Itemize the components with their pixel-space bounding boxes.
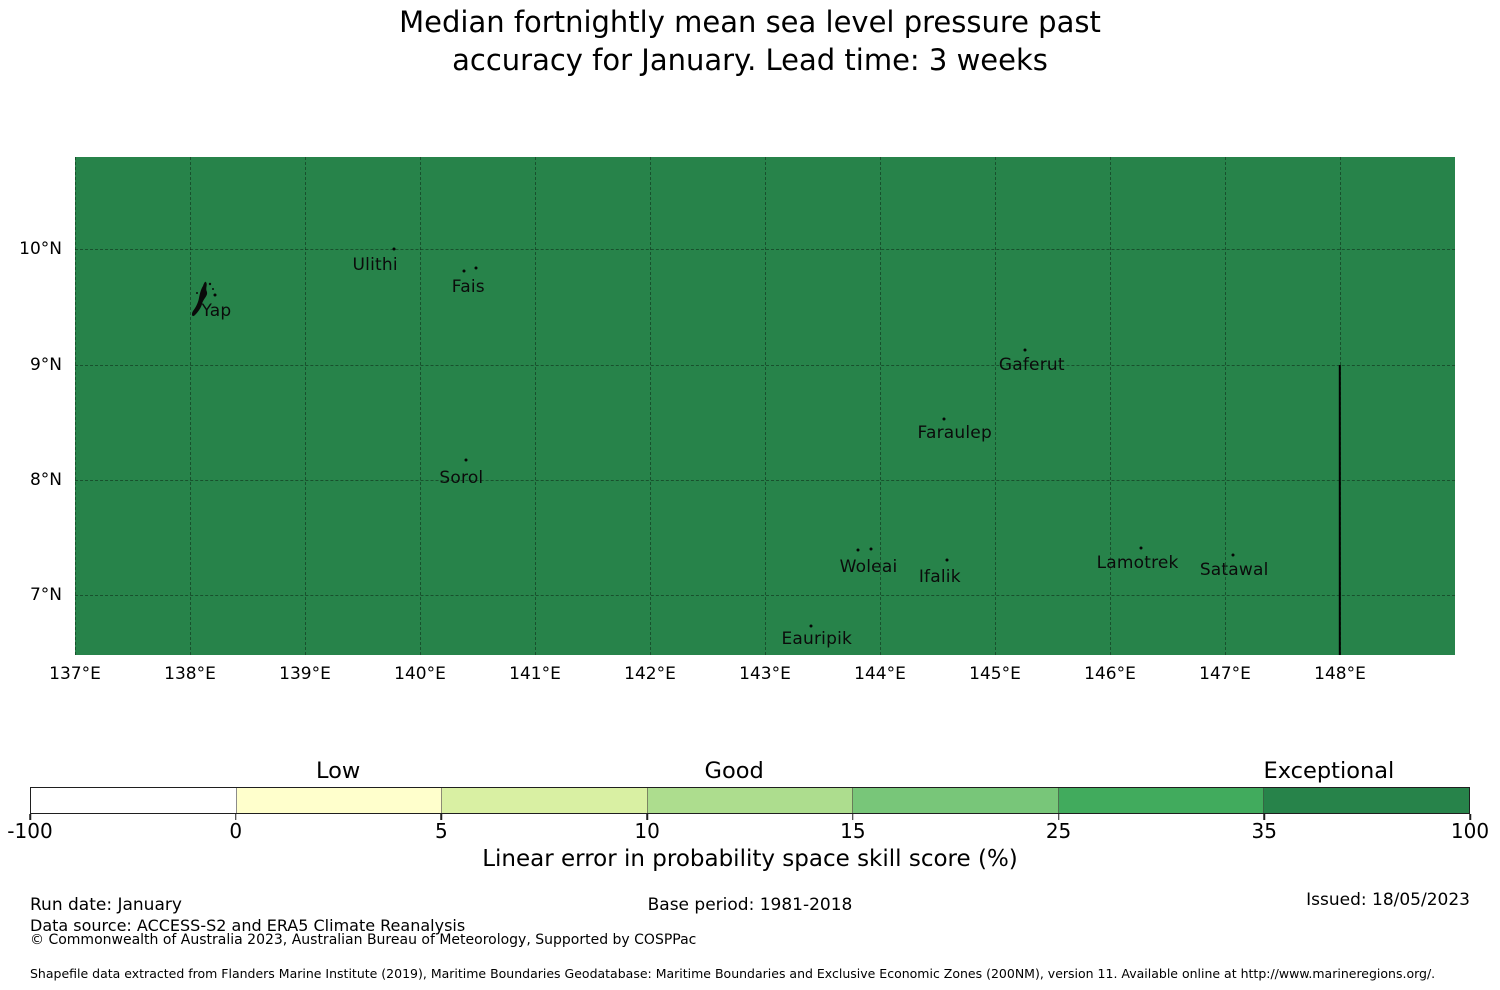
colorbar-tick-label-35: 35 [1251, 819, 1278, 843]
island-dot-ulithi [392, 247, 396, 251]
colorbar-tickmark-5 [440, 814, 443, 820]
gridline-lat-9 [75, 364, 1455, 366]
footer-base-period: Base period: 1981-2018 [647, 895, 853, 915]
island-dot-woleai-2 [869, 547, 873, 551]
x-tick-139e: 139°E [279, 664, 331, 684]
colorbar-segment--100-0 [31, 788, 237, 813]
gridline-lat-10 [75, 249, 1455, 251]
colorbar-tick-label-15: 15 [840, 819, 866, 843]
x-tick-147e: 147°E [1199, 664, 1251, 684]
colorbar-tickmark--100 [29, 814, 31, 820]
island-label-eauripik: Eauripik [781, 629, 853, 650]
island-dot-ifalik [945, 558, 949, 562]
colorbar-tickmark-10 [646, 814, 648, 820]
x-tick-142e: 142°E [624, 664, 676, 684]
y-tick-8n: 8°N [29, 469, 62, 490]
island-dot-faraulep [942, 417, 946, 421]
colorbar-tick-label-100: 100 [1450, 819, 1490, 843]
island-dot-sorol [464, 458, 468, 462]
colorbar-tickmark-35 [1263, 814, 1266, 820]
footer-run-date: Run date: January [30, 895, 182, 915]
island-shape-svg [191, 282, 214, 317]
island-label-woleai: Woleai [839, 556, 898, 577]
island-label-gaferut: Gaferut [998, 354, 1065, 375]
chart-title-line2: accuracy for January. Lead time: 3 weeks [452, 43, 1048, 77]
chart-title: Median fortnightly mean sea level pressu… [0, 3, 1500, 79]
island-label-ifalik: Ifalik [918, 567, 961, 588]
island-label-yap: Yap [201, 300, 232, 321]
colorbar-tick-label--100: -100 [7, 819, 53, 843]
gridline-lat-7 [75, 595, 1455, 597]
island-dot-fais-2 [474, 266, 478, 270]
gridline-lon-147 [1225, 157, 1226, 655]
x-tick-138e: 138°E [164, 664, 216, 684]
colorbar-tick-label-10: 10 [634, 819, 660, 843]
colorbar-category-low: Low [316, 758, 361, 784]
gridline-lat-8 [75, 479, 1455, 481]
chart-title-line1: Median fortnightly mean sea level pressu… [399, 5, 1101, 39]
y-tick-7n: 7°N [29, 585, 62, 606]
island-label-faraulep: Faraulep [917, 423, 992, 444]
gridline-lon-137 [75, 157, 76, 655]
y-tick-9n: 9°N [29, 354, 62, 375]
gridline-lon-141 [535, 157, 536, 655]
island-label-satawal: Satawal [1199, 560, 1269, 581]
island-dot-fais [462, 269, 466, 273]
colorbar-tick-label-25: 25 [1045, 819, 1072, 843]
gridline-lon-138 [190, 157, 191, 655]
colorbar-tickmark-15 [852, 814, 854, 820]
footer-shapefile-note: Shapefile data extracted from Flanders M… [30, 966, 1436, 981]
colorbar-category-good: Good [704, 758, 764, 784]
island-dot-satawal [1231, 553, 1235, 557]
x-tick-148e: 148°E [1314, 664, 1366, 684]
colorbar-tickmark-100 [1469, 814, 1471, 820]
x-tick-143e: 143°E [739, 664, 791, 684]
x-tick-145e: 145°E [969, 664, 1021, 684]
gridline-lon-139 [305, 157, 306, 655]
eez-boundary-line [1338, 364, 1342, 655]
colorbar-tickmark-25 [1057, 814, 1060, 820]
gridline-lon-146 [1110, 157, 1111, 655]
colorbar-segment-0-5 [236, 788, 443, 813]
gridline-lon-143 [765, 157, 766, 655]
colorbar-tickmark-0 [234, 814, 237, 820]
x-tick-141e: 141°E [509, 664, 561, 684]
x-tick-146e: 146°E [1084, 664, 1136, 684]
island-label-fais: Fais [451, 276, 485, 297]
colorbar-segment-15-25 [853, 788, 1059, 813]
colorbar-tick-label-5: 5 [435, 819, 448, 843]
gridline-lon-144 [880, 157, 881, 655]
colorbar-category-exceptional: Exceptional [1263, 758, 1395, 784]
colorbar [30, 787, 1470, 814]
island-dot-lamotrek [1139, 546, 1143, 550]
colorbar-axis-label: Linear error in probability space skill … [482, 846, 1018, 872]
colorbar-tick-label-0: 0 [229, 819, 243, 843]
colorbar-segment-10-15 [647, 788, 854, 813]
x-tick-140e: 140°E [394, 664, 446, 684]
map-area: Yap Ulithi Fais Sorol Gaferut Faraulep Woleai I… [75, 157, 1455, 655]
island-label-ulithi: Ulithi [352, 255, 398, 276]
island-shape-yap [191, 281, 217, 325]
x-tick-144e: 144°E [854, 664, 906, 684]
island-dot-gaferut [1023, 348, 1027, 351]
island-label-sorol: Sorol [439, 468, 484, 489]
gridline-lon-140 [420, 157, 421, 655]
colorbar-segment-5-10 [442, 788, 648, 813]
island-dot-woleai [856, 548, 860, 552]
colorbar-segment-35-100 [1264, 788, 1470, 813]
gridline-lon-142 [650, 157, 651, 655]
island-dot-yap [213, 293, 217, 297]
gridline-lon-145 [995, 157, 996, 655]
colorbar-segment-25-35 [1058, 788, 1265, 813]
x-tick-137e: 137°E [49, 664, 101, 684]
island-label-lamotrek: Lamotrek [1096, 553, 1179, 574]
island-dot-eauripik [809, 624, 813, 628]
y-tick-10n: 10°N [19, 239, 62, 260]
footer-data-source: Data source: ACCESS-S2 and ERA5 Climate … [30, 916, 466, 935]
footer-copyright: © Commonwealth of Australia 2023, Austra… [30, 932, 697, 948]
footer-issued-date: Issued: 18/05/2023 [1306, 890, 1470, 910]
